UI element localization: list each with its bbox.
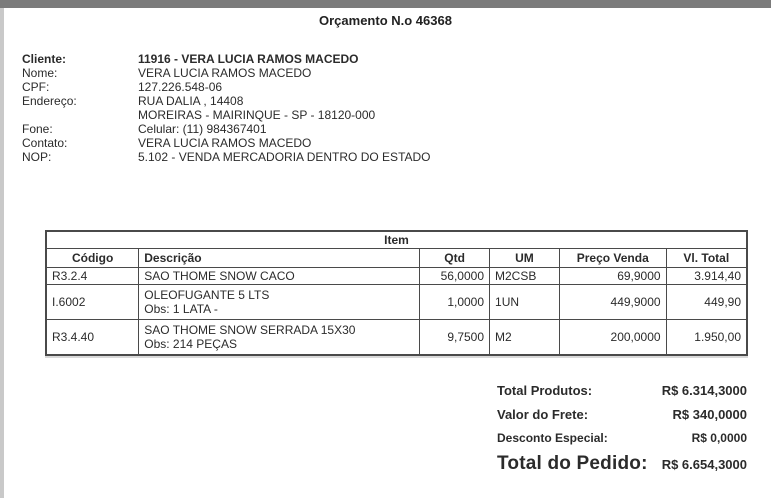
column-header-um: UM <box>489 248 560 268</box>
table-group-header-row: Item <box>45 230 748 249</box>
cell-descricao: OLEOFUGANTE 5 LTS Obs: 1 LATA - <box>138 284 421 320</box>
cell-qtd: 9,7500 <box>419 319 491 355</box>
cell-um: 1UN <box>489 284 560 320</box>
cell-codigo: R3.4.40 <box>45 319 140 355</box>
cell-preco-venda: 69,9000 <box>558 267 667 285</box>
cell-descricao: SAO THOME SNOW SERRADA 15X30 Obs: 214 PE… <box>138 319 421 355</box>
field-value: VERA LUCIA RAMOS MACEDO <box>138 136 312 150</box>
item-description: SAO THOME SNOW CACO <box>144 269 295 283</box>
client-row-contato: Contato: VERA LUCIA RAMOS MACEDO <box>22 136 431 150</box>
desconto-especial-row: Desconto Especial: R$ 0,0000 <box>497 431 747 445</box>
cell-qtd: 56,0000 <box>419 267 491 285</box>
document-title: Orçamento N.o 46368 <box>319 13 452 28</box>
cell-vl-total: 1.950,00 <box>665 319 748 355</box>
field-label: Contato: <box>22 136 68 150</box>
valor-frete-value: R$ 340,0000 <box>672 407 747 422</box>
client-row-endereco-line2: MOREIRAS - MAIRINQUE - SP - 18120-000 <box>22 108 431 122</box>
column-header-descricao: Descrição <box>138 248 421 268</box>
client-row-nome: Nome: VERA LUCIA RAMOS MACEDO <box>22 66 431 80</box>
cell-descricao: SAO THOME SNOW CACO <box>138 267 421 285</box>
item-description: SAO THOME SNOW SERRADA 15X30 <box>144 322 356 337</box>
total-produtos-label: Total Produtos: <box>497 383 593 398</box>
table-group-header: Item <box>45 230 748 249</box>
field-label: Nome: <box>22 66 58 80</box>
field-value: 5.102 - VENDA MERCADORIA DENTRO DO ESTAD… <box>138 150 431 164</box>
items-table: Item Código Descrição Qtd UM Preço Venda… <box>45 230 748 356</box>
item-obs: Obs: 214 PEÇAS <box>144 336 237 351</box>
window-left-edge <box>0 8 4 498</box>
client-row-fone: Fone: Celular: (11) 984367401 <box>22 122 431 136</box>
cell-um: M2 <box>489 319 560 355</box>
table-row: R3.2.4 SAO THOME SNOW CACO 56,0000 M2CSB… <box>45 267 748 285</box>
cell-codigo: I.6002 <box>45 284 140 320</box>
cell-um: M2CSB <box>489 267 560 285</box>
client-row-endereco: Endereço: RUA DALIA , 14408 <box>22 94 431 108</box>
cell-vl-total: 449,90 <box>665 284 748 320</box>
field-label: CPF: <box>22 80 50 94</box>
table-header-row: Código Descrição Qtd UM Preço Venda Vl. … <box>45 248 748 268</box>
column-header-codigo: Código <box>45 248 140 268</box>
field-value: Celular: (11) 984367401 <box>138 122 267 136</box>
field-label: Endereço: <box>22 94 77 108</box>
valor-frete-label: Valor do Frete: <box>497 407 589 422</box>
field-value: VERA LUCIA RAMOS MACEDO <box>138 66 312 80</box>
item-description: OLEOFUGANTE 5 LTS <box>144 288 270 302</box>
field-value: 11916 - VERA LUCIA RAMOS MACEDO <box>138 52 359 66</box>
field-label: NOP: <box>22 150 52 164</box>
column-header-vl-total: Vl. Total <box>665 248 748 268</box>
totals-section: Total Produtos: R$ 6.314,3000 Valor do F… <box>497 383 747 484</box>
field-label: Cliente: <box>22 52 67 66</box>
column-header-preco-venda: Preço Venda <box>558 248 667 268</box>
cell-qtd: 1,0000 <box>419 284 491 320</box>
column-header-qtd: Qtd <box>419 248 491 268</box>
total-produtos-row: Total Produtos: R$ 6.314,3000 <box>497 383 747 398</box>
desconto-especial-label: Desconto Especial: <box>497 431 608 445</box>
cell-vl-total: 3.914,40 <box>665 267 748 285</box>
cell-preco-venda: 449,9000 <box>558 284 667 320</box>
total-pedido-value: R$ 6.654,3000 <box>661 457 747 472</box>
client-row-cliente: Cliente: 11916 - VERA LUCIA RAMOS MACEDO <box>22 52 431 66</box>
total-pedido-label: Total do Pedido: <box>497 453 648 474</box>
desconto-especial-value: R$ 0,0000 <box>691 431 747 445</box>
table-row: I.6002 OLEOFUGANTE 5 LTS Obs: 1 LATA - 1… <box>45 284 748 320</box>
cell-preco-venda: 200,0000 <box>558 319 667 355</box>
valor-frete-row: Valor do Frete: R$ 340,0000 <box>497 407 747 422</box>
table-row: R3.4.40 SAO THOME SNOW SERRADA 15X30 Obs… <box>45 319 748 355</box>
cell-codigo: R3.2.4 <box>45 267 140 285</box>
total-pedido-row: Total do Pedido: R$ 6.654,3000 <box>497 453 747 475</box>
field-value: MOREIRAS - MAIRINQUE - SP - 18120-000 <box>138 108 376 122</box>
client-row-cpf: CPF: 127.226.548-06 <box>22 80 431 94</box>
item-obs: Obs: 1 LATA - <box>144 302 218 316</box>
field-value: 127.226.548-06 <box>138 80 223 94</box>
total-produtos-value: R$ 6.314,3000 <box>661 383 747 398</box>
field-value: RUA DALIA , 14408 <box>138 94 244 108</box>
window-top-bar <box>0 0 771 8</box>
client-info-section: Cliente: 11916 - VERA LUCIA RAMOS MACEDO… <box>22 52 431 164</box>
client-row-nop: NOP: 5.102 - VENDA MERCADORIA DENTRO DO … <box>22 150 431 164</box>
field-label: Fone: <box>22 122 53 136</box>
field-label <box>22 108 138 122</box>
